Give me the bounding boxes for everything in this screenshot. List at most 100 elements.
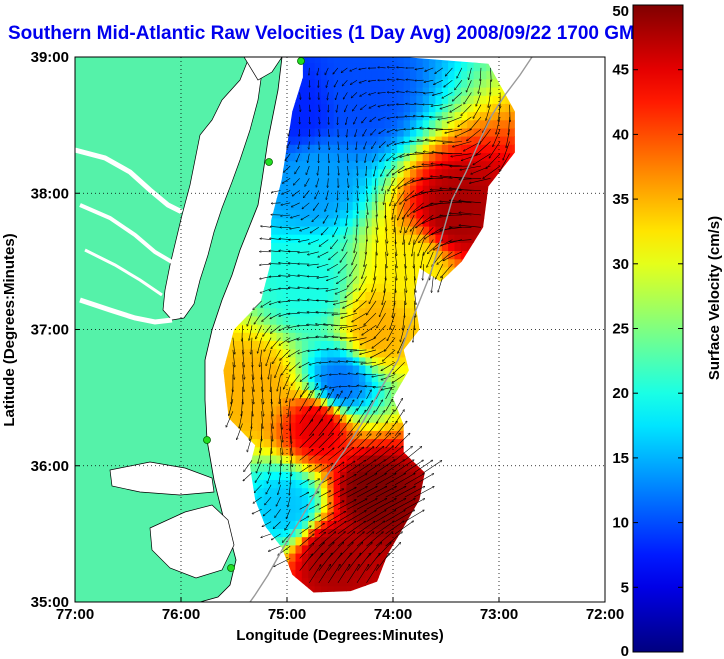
velocity-cell bbox=[346, 520, 354, 529]
velocity-arrow bbox=[309, 479, 319, 486]
velocity-cell bbox=[429, 152, 436, 162]
velocity-cell bbox=[384, 307, 392, 317]
velocity-cell bbox=[314, 283, 322, 292]
velocity-cell bbox=[276, 422, 284, 431]
velocity-arrow bbox=[366, 239, 367, 255]
velocity-arrow bbox=[405, 116, 415, 117]
velocity-arrow bbox=[279, 386, 281, 404]
colorbar-tick-label: 35 bbox=[612, 191, 629, 208]
velocity-arrow bbox=[442, 92, 453, 98]
velocity-cell bbox=[301, 127, 309, 137]
velocity-cell bbox=[320, 307, 328, 317]
velocity-cell bbox=[410, 103, 417, 113]
velocity-arrow bbox=[337, 434, 352, 449]
velocity-cell bbox=[314, 585, 322, 593]
velocity-arrow bbox=[301, 214, 310, 220]
velocity-cell bbox=[289, 454, 297, 464]
velocity-cell bbox=[333, 250, 341, 260]
velocity-cell bbox=[435, 127, 443, 137]
velocity-arrow bbox=[329, 362, 338, 363]
velocity-arrow bbox=[267, 472, 272, 484]
velocity-cell bbox=[263, 283, 271, 292]
velocity-cell bbox=[276, 250, 284, 260]
velocity-cell bbox=[352, 152, 360, 162]
velocity-cell bbox=[308, 250, 316, 260]
x-axis-ticks: 77:00 76:00 75:00 74:00 73:00 72:00 bbox=[56, 597, 624, 623]
velocity-cell bbox=[352, 348, 360, 358]
velocity-cell bbox=[429, 119, 436, 129]
velocity-cell bbox=[384, 70, 392, 80]
velocity-arrow bbox=[385, 410, 395, 424]
velocity-arrow bbox=[385, 499, 406, 510]
velocity-arrow bbox=[424, 79, 434, 82]
velocity-cell bbox=[359, 389, 367, 399]
velocity-cell bbox=[295, 381, 303, 391]
velocity-arrow bbox=[459, 201, 482, 204]
velocity-arrow bbox=[407, 154, 424, 155]
velocity-cell bbox=[474, 46, 481, 55]
velocity-arrow bbox=[347, 553, 361, 571]
velocity-cell bbox=[365, 70, 373, 80]
velocity-cell bbox=[289, 160, 297, 170]
velocity-cell bbox=[301, 438, 309, 448]
velocity-cell bbox=[422, 266, 430, 276]
velocity-arrow bbox=[343, 92, 348, 99]
velocity-cell bbox=[359, 561, 367, 570]
station-marker bbox=[227, 564, 235, 572]
velocity-cell bbox=[352, 160, 360, 170]
velocity-arrow bbox=[243, 472, 253, 481]
velocity-arrow bbox=[271, 386, 272, 404]
velocity-cell bbox=[467, 119, 475, 129]
velocity-cell bbox=[257, 299, 265, 309]
velocity-cell bbox=[295, 520, 303, 529]
velocity-cell bbox=[320, 585, 328, 593]
velocity-cell bbox=[289, 283, 297, 292]
velocity-cell bbox=[460, 95, 468, 104]
velocity-cell bbox=[314, 479, 322, 489]
velocity-cell bbox=[378, 307, 386, 317]
velocity-cell bbox=[359, 430, 367, 440]
velocity-arrow bbox=[328, 406, 340, 424]
velocity-cell bbox=[505, 136, 513, 145]
velocity-arrow bbox=[375, 521, 394, 535]
velocity-cell bbox=[467, 185, 475, 194]
velocity-arrow bbox=[356, 401, 363, 412]
velocity-cell bbox=[301, 324, 309, 333]
velocity-cell bbox=[282, 373, 290, 382]
velocity-cell bbox=[314, 446, 322, 456]
velocity-cell bbox=[365, 332, 373, 341]
velocity-cell bbox=[359, 487, 367, 497]
velocity-arrow bbox=[318, 463, 333, 473]
velocity-cell bbox=[276, 315, 284, 325]
velocity-cell bbox=[245, 46, 252, 55]
velocity-cell bbox=[270, 414, 277, 423]
velocity-cell bbox=[365, 201, 373, 211]
velocity-cell bbox=[333, 446, 341, 456]
velocity-cell bbox=[435, 234, 443, 243]
velocity-cell bbox=[390, 78, 398, 88]
velocity-cell bbox=[295, 234, 303, 243]
velocity-cell bbox=[384, 381, 392, 391]
velocity-cell bbox=[403, 487, 411, 497]
velocity-cell bbox=[371, 503, 379, 513]
velocity-arrow bbox=[253, 300, 262, 310]
velocity-cell bbox=[371, 373, 379, 382]
velocity-cell bbox=[314, 373, 322, 382]
velocity-cell bbox=[390, 414, 398, 423]
velocity-cell bbox=[448, 111, 456, 121]
velocity-arrow bbox=[488, 92, 491, 107]
velocity-cell bbox=[333, 479, 341, 489]
velocity-cell bbox=[289, 381, 297, 391]
velocity-arrow bbox=[347, 511, 366, 522]
velocity-cell bbox=[244, 397, 252, 407]
velocity-cell bbox=[320, 95, 328, 104]
velocity-cell bbox=[251, 479, 258, 489]
velocity-cell bbox=[289, 258, 297, 268]
velocity-cell bbox=[340, 471, 347, 480]
velocity-cell bbox=[314, 103, 322, 113]
velocity-cell bbox=[371, 520, 379, 529]
velocity-cell bbox=[289, 414, 297, 423]
velocity-cell bbox=[467, 201, 475, 211]
velocity-arrow bbox=[328, 501, 344, 510]
velocity-arrow bbox=[393, 153, 405, 160]
